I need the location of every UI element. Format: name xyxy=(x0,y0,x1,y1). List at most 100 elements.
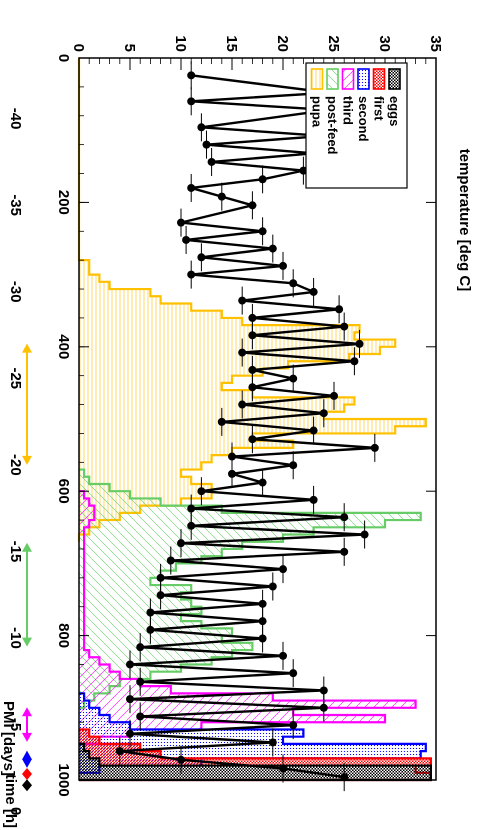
pmi-arrow xyxy=(22,750,32,768)
legend-label-eggs: eggs xyxy=(387,96,402,126)
pmi-tick-label: -40 xyxy=(7,108,24,130)
bin-third xyxy=(79,642,85,651)
temperature-point xyxy=(268,738,277,747)
temperature-point xyxy=(156,573,165,582)
bin-pupa xyxy=(79,361,289,369)
legend-swatch-postfeed xyxy=(326,68,339,90)
temperature-point xyxy=(258,227,267,236)
bin-second xyxy=(78,707,100,716)
legend-label-second: second xyxy=(356,96,371,142)
bin-postfeed xyxy=(79,570,161,578)
temperature-point xyxy=(248,201,257,210)
bin-third xyxy=(79,650,90,658)
bin-postfeed xyxy=(79,599,192,607)
temperature-point xyxy=(279,261,287,270)
temperature-point xyxy=(166,556,175,565)
temperature-point xyxy=(217,417,226,426)
temperature-point xyxy=(182,235,191,244)
bin-third xyxy=(79,664,110,672)
bin-second xyxy=(79,722,130,730)
bin-pupa xyxy=(79,455,212,463)
temperature-point xyxy=(268,582,277,591)
temperature-point xyxy=(319,703,328,712)
temperature-point xyxy=(289,279,298,288)
bin-eggs xyxy=(78,758,100,766)
outline-third xyxy=(79,490,417,745)
temperature-point xyxy=(177,539,185,548)
bin-pupa xyxy=(79,397,355,405)
temperature-point xyxy=(268,244,277,253)
bin-third xyxy=(78,512,95,521)
legend-box xyxy=(305,62,408,189)
temperature-point xyxy=(197,253,206,262)
temperature-point xyxy=(177,755,185,764)
bin-postfeed xyxy=(79,592,181,600)
bin-pupa xyxy=(79,440,294,448)
bin-pupa xyxy=(78,382,222,391)
bin-postfeed xyxy=(78,563,176,571)
temperature-point xyxy=(177,218,185,227)
temperature-point xyxy=(248,331,257,340)
bin-pupa xyxy=(78,274,100,282)
temperature-point xyxy=(340,322,349,331)
y-tick-label: 0 xyxy=(70,44,87,52)
temperature-point xyxy=(289,721,298,730)
temperature-point xyxy=(279,764,287,773)
bin-third xyxy=(79,491,85,499)
temperature-point xyxy=(299,166,308,175)
temperature-point xyxy=(207,157,216,166)
temperature-point xyxy=(136,643,145,652)
bin-pupa xyxy=(79,346,380,355)
temperature-point xyxy=(197,123,206,132)
temperature-point xyxy=(258,599,267,608)
legend-swatch-third xyxy=(341,68,355,90)
bin-pupa xyxy=(79,390,253,398)
bin-third xyxy=(79,520,90,528)
temperature-point xyxy=(217,192,226,201)
temperature-point xyxy=(238,400,247,409)
bin-eggs xyxy=(79,765,431,773)
bin-eggs xyxy=(79,751,90,759)
temperature-point xyxy=(228,469,236,478)
bin-third xyxy=(78,657,100,665)
bin-postfeed xyxy=(78,505,222,513)
temperature-point xyxy=(248,383,257,392)
bin-second xyxy=(79,700,90,708)
temperature-point xyxy=(258,478,267,487)
temperature-point xyxy=(289,461,298,470)
temperature-point xyxy=(238,296,247,305)
x-tick-label: 0 xyxy=(55,54,72,62)
temperature-point xyxy=(136,712,145,721)
legend-swatch-eggs xyxy=(388,68,401,90)
temperature-point xyxy=(289,669,298,678)
temperature-point xyxy=(340,773,349,782)
temperature-point xyxy=(309,287,318,296)
temperature-point xyxy=(126,695,134,704)
bin-pupa xyxy=(79,433,253,441)
bin-third xyxy=(79,498,90,506)
pmi-arrow xyxy=(22,343,32,465)
bin-postfeed xyxy=(78,606,202,614)
bin-postfeed xyxy=(79,613,181,622)
bin-postfeed xyxy=(79,483,110,492)
bin-pupa xyxy=(79,483,212,492)
x-tick-label: 400 xyxy=(55,334,72,359)
temperature-point xyxy=(126,729,134,738)
temperature-point xyxy=(360,530,369,539)
temperature-point xyxy=(319,686,328,695)
bin-postfeed xyxy=(78,577,151,586)
x-axis-title: time [h] xyxy=(2,774,19,828)
legend-label-pupa: pupa xyxy=(310,96,325,128)
bin-pupa xyxy=(79,296,161,304)
temperature-point xyxy=(340,547,349,556)
axes: 0 200 400 600 800 1000 0 5 10 15 20 25 30 35 -40 -35 -30… xyxy=(7,35,444,815)
pmi-tick-label: 0 xyxy=(7,807,24,815)
bin-pupa xyxy=(78,404,345,412)
bin-postfeed xyxy=(79,498,161,506)
pmi-arrows xyxy=(22,343,32,792)
temperature-point xyxy=(248,365,257,374)
temperature-point xyxy=(156,591,165,600)
